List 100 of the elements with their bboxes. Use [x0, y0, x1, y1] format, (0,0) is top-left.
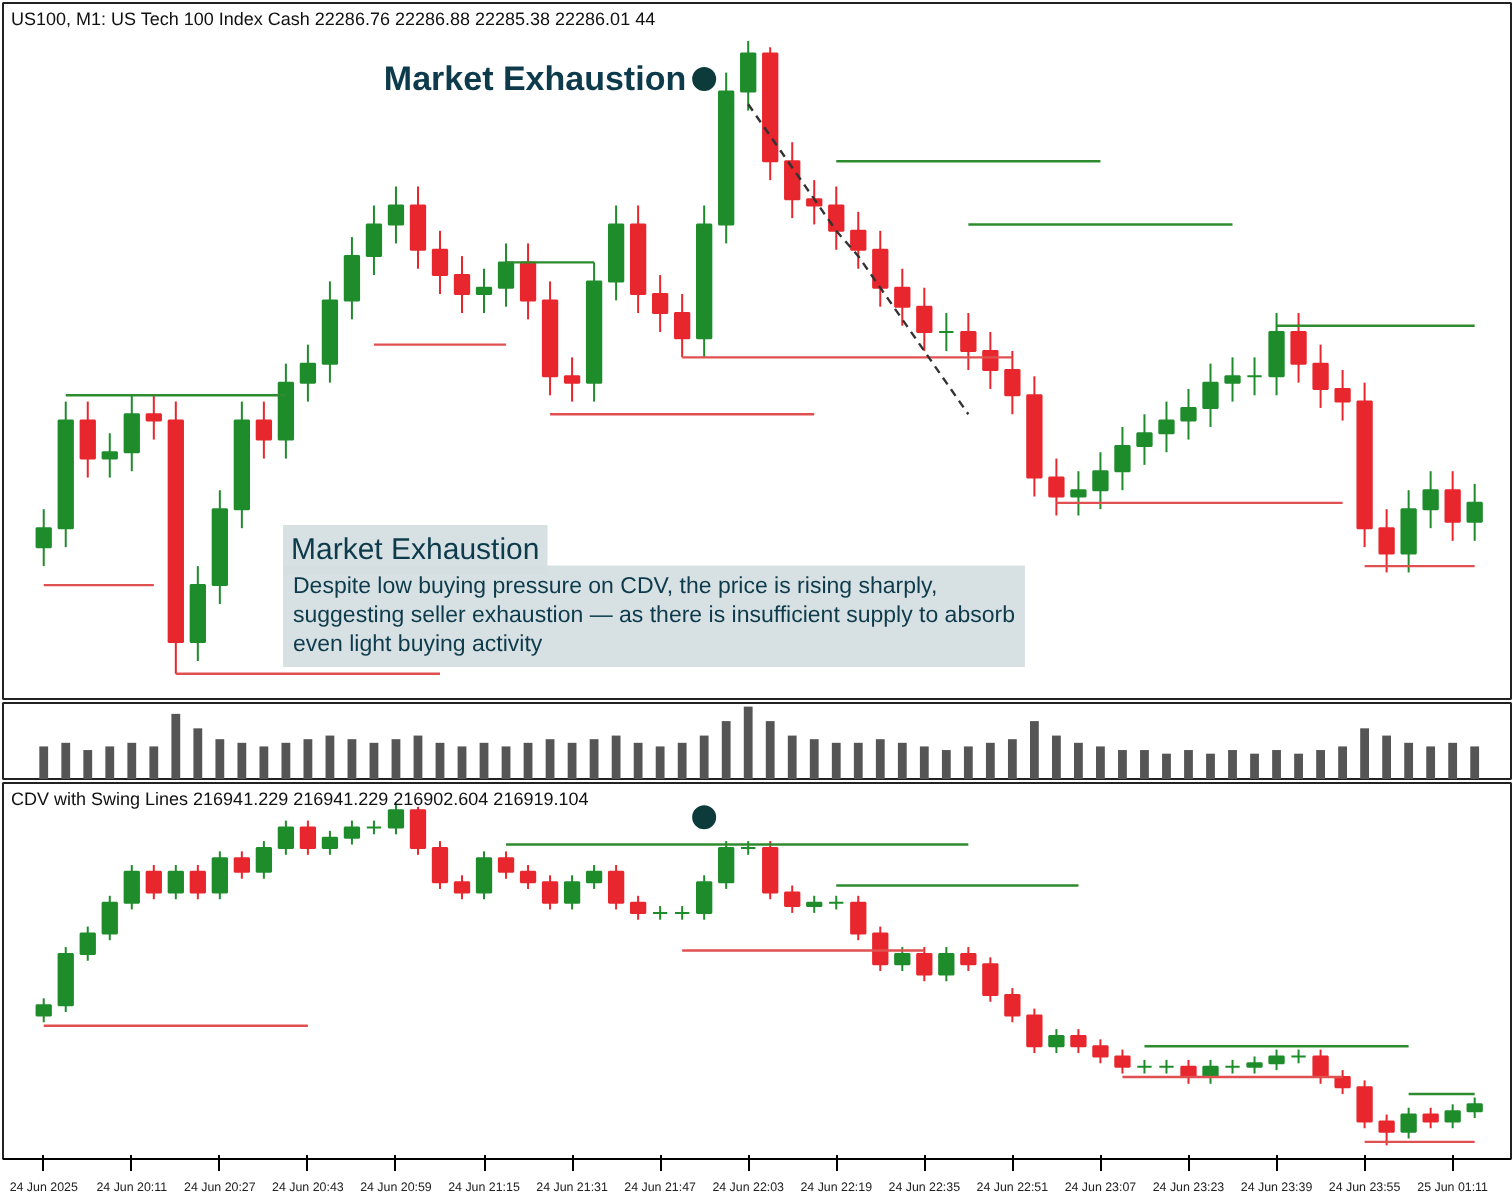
bar [1029, 721, 1039, 779]
candlestick [167, 864, 184, 901]
candlestick [674, 293, 691, 359]
annotation: Market Exhaustion [291, 533, 540, 567]
candlestick [762, 840, 779, 901]
candlestick [387, 802, 405, 836]
candlestick [541, 874, 559, 911]
candlestick [453, 255, 471, 315]
bar [831, 742, 841, 779]
bar [215, 739, 225, 779]
bar [611, 735, 621, 779]
bar [655, 746, 665, 779]
bar [1272, 750, 1281, 779]
candlestick [1158, 400, 1175, 454]
candlestick [497, 242, 515, 308]
candlestick [255, 400, 273, 460]
bar [479, 742, 489, 779]
candlestick [387, 185, 405, 245]
candlestick [960, 946, 977, 972]
candlestick [784, 141, 801, 220]
candlestick [409, 185, 427, 270]
candlestick [872, 925, 889, 972]
bar [1206, 753, 1215, 779]
bar [1382, 735, 1392, 779]
candlestick [1334, 368, 1351, 422]
candlestick [850, 210, 867, 270]
candlestick [1048, 1028, 1065, 1055]
candlestick [651, 274, 669, 334]
candlestick [343, 236, 361, 321]
bar [1426, 746, 1436, 779]
candlestick [35, 508, 52, 568]
bar [941, 750, 951, 779]
candlestick [321, 829, 339, 856]
candlestick [145, 864, 162, 901]
bar [369, 742, 379, 779]
bar [1250, 753, 1259, 779]
candlestick [696, 874, 713, 921]
bar [391, 739, 401, 779]
candlestick [1312, 1048, 1329, 1085]
bar [1404, 742, 1414, 779]
candlestick [585, 864, 603, 890]
candlestick [519, 864, 537, 890]
bar [853, 742, 863, 779]
candlestick [1180, 387, 1197, 441]
candlestick [255, 840, 273, 880]
bar [897, 742, 907, 779]
bar [281, 742, 291, 779]
candlestick [1290, 312, 1307, 384]
bar [721, 721, 731, 779]
bar [1074, 742, 1083, 779]
bar [1140, 750, 1149, 779]
bar [963, 746, 973, 779]
bar [875, 739, 885, 779]
bar [1007, 739, 1017, 779]
candlestick [475, 267, 493, 315]
candlestick [35, 997, 52, 1024]
candlestick [563, 874, 581, 911]
candlestick [1268, 312, 1285, 397]
candlestick [79, 925, 96, 962]
candlestick [894, 946, 911, 972]
bar [413, 735, 423, 779]
candlestick [431, 229, 449, 296]
candlestick [1092, 451, 1109, 511]
bar [435, 742, 445, 779]
candlestick [1004, 987, 1021, 1024]
candlestick [1026, 1007, 1043, 1055]
bar [765, 721, 775, 779]
candlestick [1400, 489, 1417, 574]
bar [171, 713, 181, 779]
annotation: Market Exhaustion [383, 59, 687, 98]
bar [105, 746, 115, 779]
bar [457, 746, 467, 779]
candlestick [1070, 1028, 1087, 1055]
bar [325, 735, 335, 779]
bar [303, 739, 313, 779]
annotation: Despite low buying pressure on CDV, the price is rising sharply, suggesting seller exhaustion — as there is insufficient supply to absorb even light buying activity [293, 575, 1015, 657]
bar [919, 746, 929, 779]
candlestick [211, 850, 228, 901]
bar [347, 739, 357, 779]
candlestick [79, 400, 96, 479]
bar [1118, 750, 1127, 779]
candlestick [1356, 1079, 1373, 1130]
candlestick [850, 894, 867, 942]
bar [1360, 728, 1370, 779]
bar [567, 742, 577, 779]
candlestick [519, 242, 537, 321]
bar [237, 742, 247, 779]
candlestick [960, 312, 977, 371]
candlestick [740, 39, 757, 112]
candlestick [1004, 350, 1021, 416]
candlestick [784, 884, 801, 914]
candlestick [828, 185, 845, 251]
bar [149, 746, 159, 779]
candlestick [497, 850, 515, 880]
bar [1338, 746, 1347, 779]
candlestick [629, 894, 647, 921]
bar [1228, 750, 1237, 779]
candlestick [453, 874, 471, 901]
candlestick [1114, 425, 1131, 492]
candlestick [123, 394, 140, 473]
